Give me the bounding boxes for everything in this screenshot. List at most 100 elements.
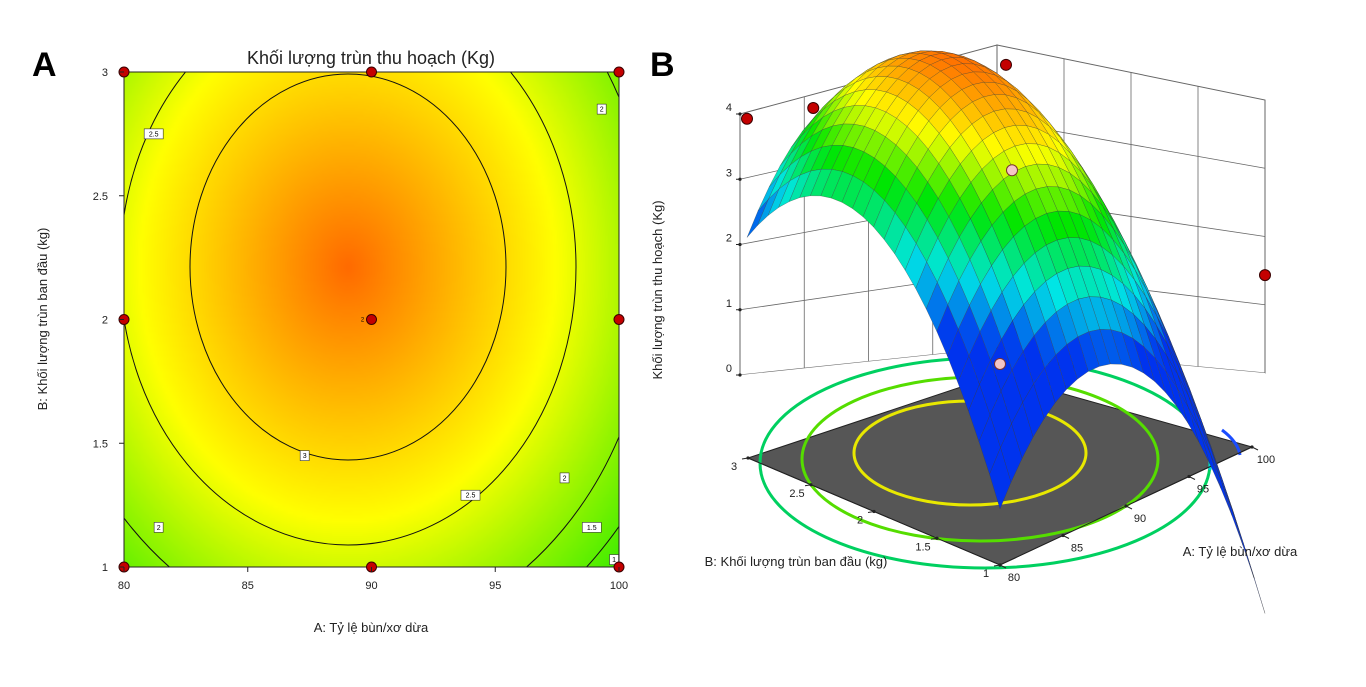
a-tick-dot	[998, 563, 1002, 567]
a-tick-label: 100	[1257, 454, 1275, 466]
b-tick-dot	[935, 536, 939, 540]
a-tick-label: 85	[1071, 543, 1083, 555]
z-axis-ticks: 0 1 2 3 4	[726, 102, 742, 377]
b-axis-label: B: Khối lượng trùn ban đầu (kg)	[705, 554, 888, 569]
response-surface	[746, 50, 1266, 614]
contour-label-box	[153, 522, 164, 533]
contour-label-text: 1.5	[587, 525, 597, 532]
design-point-below	[994, 357, 1006, 370]
design-point-above	[807, 101, 820, 114]
panel-a: A Khối lượng trùn thu hoạch (Kg) 3 2.5 2.5…	[32, 46, 628, 635]
z-tick-label: 0	[726, 363, 732, 375]
z-axis-label: Khối lượng trùn thu hoạch (Kg)	[650, 200, 665, 379]
design-point	[366, 314, 377, 325]
z-tick-label: 2	[726, 233, 732, 245]
design-point-below	[1006, 164, 1018, 177]
design-point	[366, 66, 377, 78]
contour-plot-area	[124, 72, 619, 567]
b-tick-dot	[872, 509, 876, 514]
design-point	[613, 314, 625, 325]
b-tick-label: 2	[857, 515, 863, 527]
contour-level-2.5	[124, 72, 577, 546]
contour-label-box	[559, 472, 570, 484]
z-tick-label: 4	[726, 102, 732, 114]
x-tick-label: 90	[365, 580, 377, 592]
a-tick-dot	[1187, 474, 1191, 479]
x-tick-label: 100	[610, 580, 628, 592]
contour-label-text: 2.5	[149, 131, 159, 138]
contour-label-text: 2	[563, 475, 567, 482]
z-tick-label: 3	[726, 167, 732, 179]
a-tick-label: 95	[1197, 484, 1209, 496]
b-tick-label: 3	[731, 461, 737, 473]
y-axis-ticks: 1 1.5 2 2.5 3	[93, 67, 124, 574]
contour-level-3	[189, 73, 507, 461]
design-point-above	[741, 112, 753, 125]
surface-patch	[1210, 453, 1233, 516]
design-points-3d	[741, 58, 1271, 370]
contour-lines	[124, 72, 619, 567]
y-tick-label: 1	[102, 562, 108, 574]
b-axis-ticks: 1 1.5 2 2.5 3	[731, 456, 1002, 580]
b-tick-label: 1.5	[915, 541, 930, 553]
z-tick-dot	[738, 308, 742, 312]
a-tick-dot	[1124, 504, 1128, 508]
y-tick-label: 2	[102, 315, 108, 327]
contour-label-box	[460, 489, 481, 501]
contour-label: 2	[596, 103, 607, 115]
contour-label: 1.5	[581, 522, 602, 533]
design-point-above	[1000, 58, 1012, 71]
contour-label-text: 1	[612, 557, 616, 564]
surface-patch	[1221, 480, 1244, 546]
x-axis-label: A: Tỷ lệ bùn/xơ dừa	[314, 620, 429, 635]
contour-label-text: 2	[600, 107, 604, 114]
design-point	[613, 66, 625, 78]
y-tick-label: 1.5	[93, 438, 108, 450]
contour-labels: 3 2.5 2.5 2 2 2 1.5 1	[143, 103, 619, 565]
z-tick-dot	[738, 112, 742, 116]
contour-label: 1	[609, 554, 619, 565]
replicate-count: 2	[361, 318, 365, 324]
contour-label: 2	[153, 522, 164, 533]
x-tick-label: 95	[489, 580, 501, 592]
panel-a-letter: A	[32, 46, 57, 84]
y-axis-label: B: Khối lượng trùn ban đầu (kg)	[35, 228, 50, 411]
a-axis-ticks: 80 85 90 95 100	[998, 445, 1275, 584]
x-axis-ticks: 80 85 90 95 100	[118, 567, 628, 592]
b-tick-label: 1	[983, 568, 989, 580]
a-axis-label: A: Tỷ lệ bùn/xơ dừa	[1183, 544, 1298, 559]
design-point-above	[1259, 269, 1271, 282]
x-tick-label: 80	[118, 580, 130, 592]
panel-b: B 0 1 2 3 4 1 1.5 2 2.5 3 80 85 90 95 100 Khối lượng…	[650, 44, 1298, 614]
contour-label: 2.5	[460, 489, 481, 501]
z-tick-dot	[738, 373, 742, 377]
b-tick-dot	[746, 456, 750, 460]
z-tick-label: 1	[726, 298, 732, 310]
panel-b-letter: B	[650, 46, 675, 84]
contour-label-text: 2.5	[466, 493, 476, 500]
y-tick-label: 2.5	[93, 191, 108, 203]
contour-title: Khối lượng trùn thu hoạch (Kg)	[247, 48, 495, 68]
z-tick-dot	[738, 177, 742, 181]
contour-label-text: 2	[157, 525, 161, 532]
contour-label-box	[143, 128, 164, 140]
y-tick-label: 3	[102, 67, 108, 79]
contour-label-box	[609, 554, 619, 565]
a-tick-label: 80	[1008, 572, 1020, 584]
a-tick-dot	[1061, 533, 1065, 538]
contour-label: 2.5	[143, 128, 164, 140]
z-tick-dot	[738, 242, 742, 247]
contour-label: 2	[559, 472, 570, 484]
contour-label-box	[596, 103, 607, 115]
a-tick-label: 90	[1134, 513, 1146, 525]
b-tick-dot	[809, 483, 813, 487]
b-tick-label: 2.5	[789, 488, 804, 500]
contour-label-box	[581, 522, 602, 533]
x-tick-label: 85	[242, 580, 254, 592]
surface-patch	[989, 446, 1012, 510]
a-tick-dot	[1250, 445, 1254, 449]
contour-label-box	[299, 450, 310, 461]
contour-label-text: 3	[303, 453, 307, 460]
contour-label: 3	[299, 450, 310, 461]
